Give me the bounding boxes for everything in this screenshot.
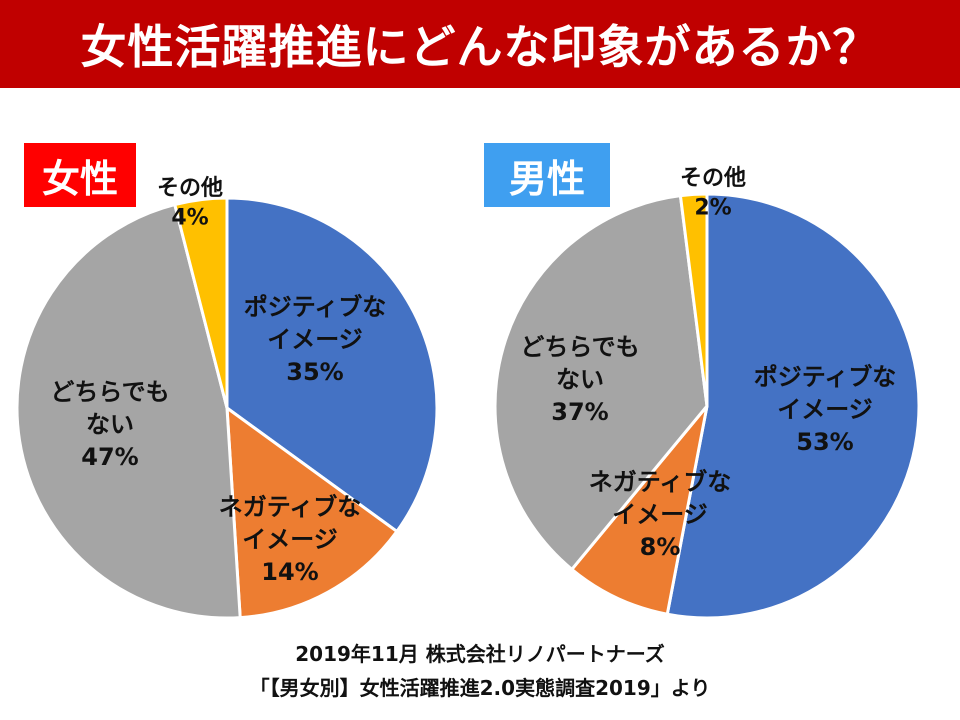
male-slice-other <box>678 192 709 407</box>
female-label-neutral-line: ない <box>86 410 134 438</box>
male-label-neutral: どちらでもない 37% <box>520 333 639 426</box>
female-badge: 女性 <box>24 143 136 207</box>
male-slice-positive <box>665 192 921 620</box>
female-slice-negative <box>225 404 399 620</box>
male-label-neutral-line: どちらでも <box>520 333 639 361</box>
page-title: 女性活躍推進にどんな印象があるか？ <box>0 0 960 88</box>
male-label-other-line: その他 <box>680 166 746 191</box>
male-label-neutral-line: 37% <box>551 398 608 426</box>
female-label-other-line: その他 <box>157 176 223 201</box>
male-slice-negative <box>569 405 709 616</box>
female-label-neutral-line: どちらでも <box>50 378 169 406</box>
female-label-other-line: 4% <box>171 206 208 231</box>
male-slice-neutral <box>493 193 709 572</box>
male-label-positive-line: 53% <box>796 428 853 456</box>
female-label-positive-line: 35% <box>286 358 343 386</box>
female-label-neutral: どちらでもない 47% <box>50 378 169 471</box>
female-label-negative-line: ネガティブな <box>219 493 362 521</box>
male-label-negative-line: 8% <box>640 533 681 561</box>
female-label-negative: ネガティブなイメージ 14% <box>219 493 362 586</box>
male-label-other: その他 2% <box>680 166 746 221</box>
male-label-neutral-line: ない <box>556 365 604 393</box>
female-label-negative-line: 14% <box>261 558 318 586</box>
female-label-positive-line: イメージ <box>267 325 363 353</box>
male-label-positive-line: ポジティブな <box>754 363 897 391</box>
female-label-positive: ポジティブなイメージ 35% <box>244 293 387 386</box>
female-label-positive-line: ポジティブな <box>244 293 387 321</box>
female-slice-neutral <box>15 202 242 620</box>
female-label-negative-line: イメージ <box>242 525 338 553</box>
male-badge: 男性 <box>484 143 610 207</box>
female-label-other: その他 4% <box>157 176 223 231</box>
male-pie-chart: ポジティブなイメージ 53%ネガティブなイメージ 8%どちらでもない 37%その他 2% <box>493 166 921 620</box>
female-label-neutral-line: 47% <box>81 443 138 471</box>
male-label-positive: ポジティブなイメージ 53% <box>754 363 897 456</box>
source-line-2: 「【男女別】女性活躍推進2.0実態調査2019」より <box>249 676 711 700</box>
male-label-negative-line: ネガティブな <box>589 468 732 496</box>
male-label-positive-line: イメージ <box>777 395 873 423</box>
male-label-negative: ネガティブなイメージ 8% <box>589 468 732 561</box>
female-slice-positive <box>225 196 439 534</box>
female-pie-chart: ポジティブなイメージ 35%ネガティブなイメージ 14%どちらでもない 47%その他 4… <box>15 176 439 620</box>
female-slice-other <box>172 196 229 409</box>
male-label-other-line: 2% <box>694 196 731 221</box>
male-label-negative-line: イメージ <box>612 500 708 528</box>
source-line-1: 2019年11月 株式会社リノパートナーズ <box>295 642 665 666</box>
